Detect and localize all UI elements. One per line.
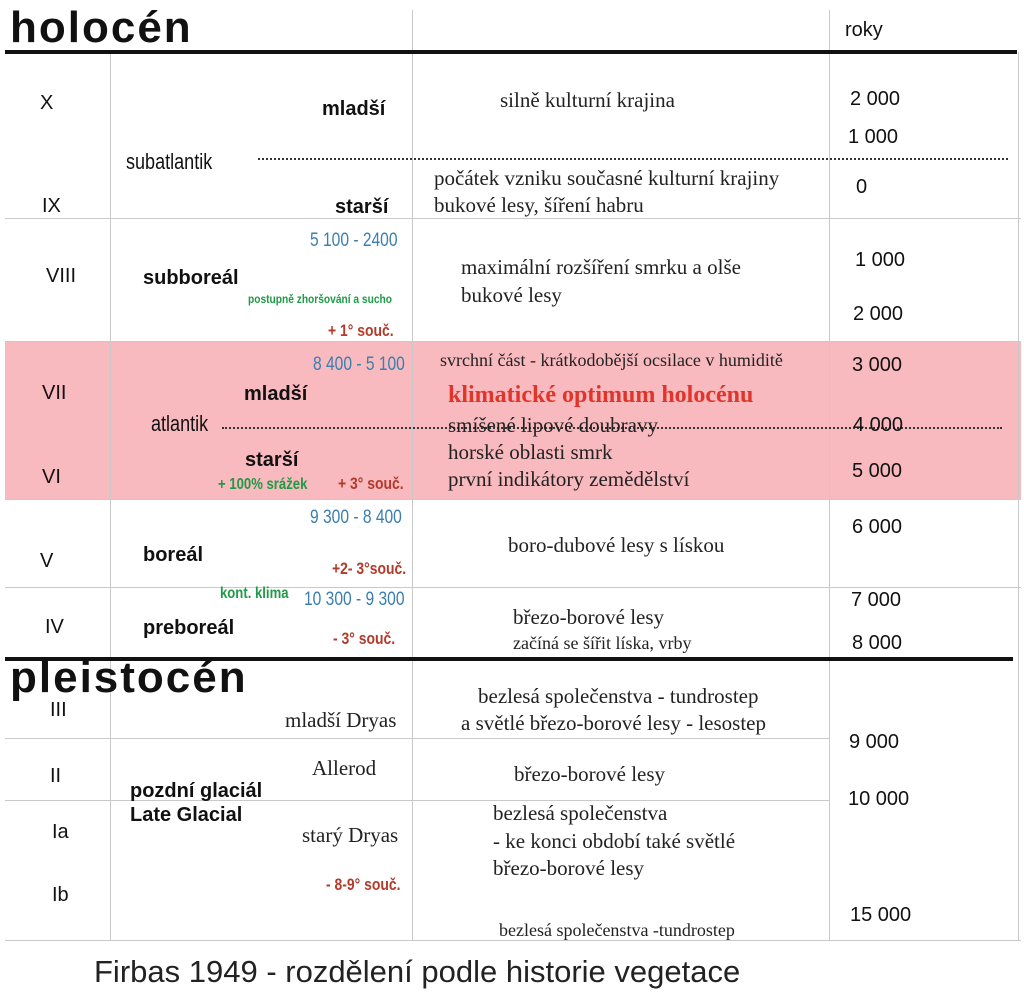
veg-Ia-3: březo-borové lesy — [493, 856, 645, 880]
climatic-optimum-band — [5, 341, 1021, 499]
veg-VII-1: svrchní část - krátkodobější ocsilace v … — [440, 350, 783, 370]
period-label-V: V — [40, 550, 54, 572]
year-label: 5 000 — [852, 460, 903, 482]
grid-row-divider — [5, 738, 830, 739]
grid-row-divider — [5, 218, 1021, 219]
grid-row-divider — [5, 800, 830, 801]
grid-row-divider — [5, 940, 1021, 941]
holocene-top-line — [5, 50, 1017, 54]
climatic-optimum-label: klimatické optimum holocénu — [448, 382, 754, 408]
year-label: 7 000 — [851, 589, 902, 611]
period-label-Ia: Ia — [52, 821, 69, 843]
pleistocene-title: pleistocén — [10, 653, 248, 702]
year-label: 3 000 — [852, 354, 903, 376]
climate-preboreal-note: kont. klima — [220, 585, 289, 602]
atlantik-dotted-divider — [222, 427, 1002, 429]
phase-atlantik: atlantik — [151, 411, 209, 436]
period-label-IV: IV — [45, 616, 64, 638]
period-label-VII: VII — [42, 382, 67, 404]
veg-IV-1: březo-borové lesy — [513, 605, 665, 629]
phase-pozdni-glacial: pozdní glaciál — [130, 780, 263, 802]
phase-starsi: starší — [335, 196, 389, 218]
grid-row-divider — [5, 499, 1021, 500]
veg-Ia-2: - ke konci období také světlé — [493, 829, 736, 853]
figure-caption: Firbas 1949 - rozdělení podle historie v… — [94, 954, 741, 989]
veg-X: silně kulturní krajina — [500, 88, 675, 112]
climate-preboreal-temp: - 3° souč. — [333, 629, 396, 648]
years-header: roky — [845, 19, 883, 41]
veg-VI-2: první indikátory zemědělství — [448, 467, 690, 491]
grid-col-divider — [412, 10, 413, 940]
grid-row-divider — [5, 341, 1021, 342]
veg-VI-1: horské oblasti smrk — [448, 440, 613, 464]
climate-glacial-temp: - 8-9° souč. — [326, 875, 401, 894]
period-label-IX: IX — [42, 195, 61, 217]
climate-subboreal-note: postupně zhoršování a sucho — [248, 292, 392, 306]
year-label: 9 000 — [849, 731, 900, 753]
grid-col-divider — [829, 10, 830, 940]
veg-II: březo-borové lesy — [514, 762, 666, 786]
phase-mladsi-dryas: mladší Dryas — [285, 708, 397, 732]
pleistocene-boundary-line — [5, 657, 1013, 661]
climate-atlantik-precip: + 100% srážek — [218, 476, 308, 493]
phase-atlantik-mladsi: mladší — [244, 383, 308, 405]
range-subboreal: 5 100 - 2400 — [310, 230, 398, 251]
year-label: 2 000 — [853, 303, 904, 325]
phase-subboreal: subboreál — [143, 267, 239, 289]
period-label-II: II — [50, 765, 62, 787]
year-label: 1 000 — [855, 249, 906, 271]
veg-Ib: bezlesá společenstva -tundrostep — [499, 920, 735, 940]
period-label-III: III — [50, 699, 67, 721]
veg-VII-2: smíšené lipové doubravy — [448, 413, 658, 437]
range-boreal: 9 300 - 8 400 — [310, 507, 402, 528]
year-label: 8 000 — [852, 632, 903, 654]
phase-allerod: Allerod — [312, 756, 377, 780]
range-atlantik: 8 400 - 5 100 — [313, 354, 405, 375]
year-label: 2 000 — [850, 88, 901, 110]
subatlantik-dotted-divider — [258, 158, 1008, 160]
phase-stary-dryas: starý Dryas — [302, 823, 399, 847]
veg-VIII-2: bukové lesy — [461, 283, 562, 307]
range-preboreal: 10 300 - 9 300 — [304, 589, 405, 610]
veg-Ia-1: bezlesá společenstva — [493, 801, 668, 825]
veg-III-1: bezlesá společenstva - tundrostep — [478, 684, 759, 708]
holocene-title: holocén — [10, 3, 193, 52]
phase-preboreal: preboreál — [143, 617, 235, 639]
veg-IV-2: začíná se šířit líska, vrby — [513, 633, 692, 653]
period-label-X: X — [40, 92, 54, 114]
veg-III-2: a světlé březo-borové lesy - lesostep — [461, 711, 766, 735]
year-label: 6 000 — [852, 516, 903, 538]
phase-boreal: boreál — [143, 544, 204, 566]
year-label: 15 000 — [850, 904, 912, 926]
veg-IX-2: bukové lesy, šíření habru — [434, 193, 644, 217]
period-label-VI: VI — [42, 466, 61, 488]
year-label: 1 000 — [848, 126, 899, 148]
grid-row-divider — [5, 587, 1021, 588]
veg-IX-1: počátek vzniku současné kulturní krajiny — [434, 166, 780, 190]
climate-atlantik-temp: + 3° souč. — [338, 474, 404, 493]
phase-late-glacial: Late Glacial — [130, 804, 243, 826]
period-label-VIII: VIII — [46, 265, 77, 287]
period-label-Ib: Ib — [52, 884, 69, 906]
phase-atlantik-starsi: starší — [245, 449, 299, 471]
phase-subatlantik: subatlantik — [126, 149, 213, 174]
climate-boreal-temp: +2- 3°souč. — [332, 559, 407, 578]
climate-subboreal-temp: + 1° souč. — [328, 321, 394, 340]
grid-col-divider — [1018, 52, 1019, 940]
year-label: 0 — [856, 176, 868, 198]
grid-col-divider — [110, 52, 111, 940]
year-label: 10 000 — [848, 788, 910, 810]
veg-V: boro-dubové lesy s lískou — [508, 533, 725, 557]
veg-VIII-1: maximální rozšíření smrku a olše — [461, 255, 741, 279]
year-label: 4 000 — [853, 414, 904, 436]
phase-mladsi: mladší — [322, 98, 386, 120]
